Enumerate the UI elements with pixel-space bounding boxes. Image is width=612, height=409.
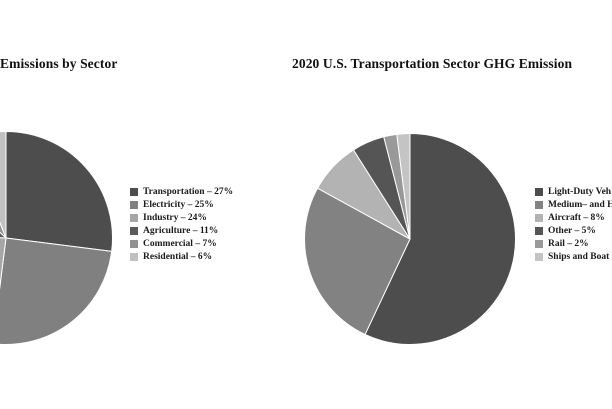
legend-swatch (130, 252, 138, 261)
legend-label: Agriculture – 11% (143, 225, 219, 236)
legend-item: Transportation – 27% (130, 186, 234, 197)
transportation-pie-chart (304, 133, 516, 345)
legend-label: Ships and Boat (548, 251, 610, 262)
right-chart-title: 2020 U.S. Transportation Sector GHG Emis… (292, 56, 573, 71)
legend-item: Medium– and H (535, 199, 612, 210)
legend-swatch (130, 213, 138, 222)
legend-item: Residential – 6% (130, 251, 233, 262)
legend-label: Transportation – 27% (143, 186, 234, 197)
pie-slice-industry (0, 237, 7, 290)
legend-label: Light-Duty Veh (548, 186, 612, 197)
legend-item: Rail – 2% (535, 238, 612, 249)
sector-pie-chart (0, 131, 113, 345)
legend-label: Electricity – 25% (143, 199, 214, 210)
legend-item: Light-Duty Veh (535, 186, 612, 197)
legend-swatch (535, 252, 543, 261)
legend-item: Commercial – 7% (130, 238, 233, 249)
legend-item: Agriculture – 11% (130, 225, 233, 236)
legend-label: Residential – 6% (143, 251, 213, 262)
legend-label: Commercial – 7% (143, 238, 217, 249)
legend-item: Other – 5% (535, 225, 612, 236)
pie-slice-ships-and-boat (396, 133, 411, 240)
legend-swatch (130, 239, 138, 248)
legend-item: Industry – 24% (130, 212, 233, 223)
legend-item: Electricity – 25% (130, 199, 233, 210)
transportation-legend: Light-Duty Veh Medium– and H Aircraft – 8%… (535, 186, 612, 262)
legend-swatch (535, 187, 543, 196)
left-chart-title: Emissions by Sector (0, 56, 118, 71)
legend-item: Ships and Boat (535, 251, 612, 262)
pie-slice-electricity (0, 237, 113, 345)
pie-slice-light-duty-veh (364, 133, 516, 345)
legend-label: Industry – 24% (143, 212, 207, 223)
legend-swatch (130, 226, 138, 235)
legend-label: Medium– and H (548, 199, 612, 210)
legend-swatch (535, 213, 543, 222)
legend-swatch (535, 200, 543, 209)
pie-slice-transportation (5, 131, 113, 252)
pie-slice-residential (0, 131, 7, 239)
legend-label: Aircraft – 8% (548, 212, 605, 223)
legend-label: Rail – 2% (548, 238, 589, 249)
sector-legend: Transportation – 27% Electricity – 25% Ind… (130, 186, 234, 262)
legend-swatch (535, 239, 543, 248)
legend-swatch (535, 226, 543, 235)
legend-label: Other – 5% (548, 225, 596, 236)
legend-swatch (130, 200, 138, 209)
legend-item: Aircraft – 8% (535, 212, 612, 223)
legend-swatch (130, 187, 138, 196)
